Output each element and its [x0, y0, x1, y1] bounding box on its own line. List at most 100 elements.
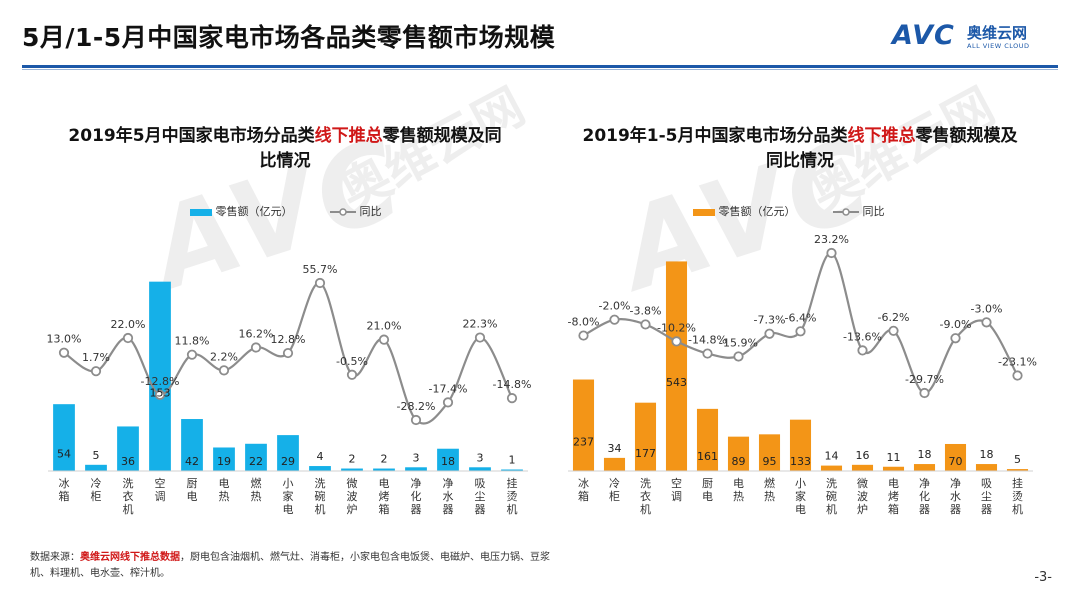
bar-冷柜 [85, 464, 107, 471]
bar-value-冰箱: 237 [573, 435, 594, 448]
legend-bar-label: 零售额（亿元） [718, 205, 796, 218]
chart-title-suffix: 零售额规模及同比情况 [766, 126, 1018, 171]
bar-厨电 [696, 408, 719, 471]
yoy-label-小家电: -6.4% [785, 311, 817, 324]
yoy-point-电热 [733, 351, 744, 362]
category-label: 洗碗机 [826, 477, 837, 516]
yoy-label-净化器: -28.2% [397, 400, 436, 413]
bar-value-燃热: 95 [763, 455, 777, 468]
bar-净化器 [405, 467, 427, 471]
bar-微波炉 [851, 464, 874, 471]
yoy-point-洗衣机 [640, 319, 651, 330]
data-source-name: 奥维云网线下推总数据 [80, 552, 180, 563]
data-source-note: 数据来源：奥维云网线下推总数据，厨电包含油烟机、燃气灶、消毒柜，小家电包含电饭煲… [30, 550, 550, 582]
bar-小家电 [789, 419, 812, 471]
bar-燃热 [758, 434, 781, 471]
yoy-label-洗衣机: -3.8% [630, 304, 662, 317]
yoy-label-空调: -12.8% [141, 375, 180, 388]
bar-电烤箱 [373, 468, 395, 471]
title-divider-thin [22, 69, 1058, 70]
bar-洗衣机 [634, 402, 657, 471]
yoy-point-电烤箱 [888, 325, 899, 336]
yoy-label-挂烫机: -14.8% [493, 378, 532, 391]
bar-value-吸尘器: 18 [980, 448, 994, 461]
yoy-point-吸尘器 [981, 317, 992, 328]
chart-title-suffix: 零售额规模及同比情况 [259, 126, 502, 171]
yoy-point-燃热 [250, 342, 262, 353]
category-label: 厨电 [702, 477, 713, 503]
yoy-label-电烤箱: 21.0% [367, 320, 402, 333]
yoy-point-吸尘器 [474, 332, 486, 343]
bar-value-净水器: 70 [949, 455, 963, 468]
yoy-label-厨电: -14.8% [688, 334, 727, 347]
brand-logo: AVC 奥维云网 ALL VIEW CLOUD [892, 20, 1062, 60]
yoy-label-电热: 2.2% [210, 350, 238, 363]
yoy-label-小家电: 12.8% [271, 333, 306, 346]
category-label: 吸尘器 [981, 477, 992, 516]
yoy-label-电热: -15.9% [719, 336, 758, 349]
chart-title-highlight: 线下推总 [847, 126, 916, 146]
yoy-point-净水器 [950, 333, 961, 344]
bar-value-小家电: 133 [790, 455, 811, 468]
yoy-label-净化器: -29.7% [905, 373, 944, 386]
yoy-point-厨电 [186, 349, 198, 360]
bar-value-冰箱: 54 [57, 448, 71, 461]
bar-冰箱 [572, 379, 595, 471]
yoy-point-挂烫机 [506, 393, 518, 404]
yoy-label-冰箱: 13.0% [47, 333, 82, 346]
title-divider [22, 65, 1058, 68]
yoy-point-空调 [671, 336, 682, 347]
yoy-point-厨电 [702, 348, 713, 359]
bar-value-冷柜: 34 [608, 442, 622, 455]
yoy-point-冰箱 [578, 330, 589, 341]
chart-title-prefix: 2019年5月中国家电市场分品类 [68, 126, 315, 146]
retail-chart-jan-may: -8.0%-2.0% -3.8%-10.2%-14.8%-15.9%-7.3% -6… [568, 233, 1037, 516]
legend-line-label: 同比 [359, 205, 382, 218]
bar-value-电烤箱: 2 [381, 453, 388, 466]
category-label: 空调 [155, 476, 166, 503]
logo-chinese-name: 奥维云网 [967, 24, 1028, 42]
yoy-point-洗碗机 [826, 247, 837, 259]
category-label: 电烤箱 [379, 477, 390, 516]
bar-value-空调: 543 [666, 376, 687, 389]
yoy-point-小家电 [795, 326, 806, 337]
bar-value-小家电: 29 [281, 455, 295, 468]
yoy-point-洗碗机 [314, 277, 326, 289]
yoy-point-洗衣机 [122, 332, 134, 344]
yoy-label-电烤箱: -6.2% [878, 311, 910, 324]
bar-value-厨电: 42 [185, 455, 199, 468]
category-label: 燃热 [764, 476, 775, 503]
category-label: 洗碗机 [315, 477, 326, 516]
category-label: 冷柜 [91, 477, 102, 503]
yoy-point-微波炉 [346, 369, 358, 380]
bar-洗碗机 [820, 465, 843, 471]
chart-title-jan-may: 2019年1-5月中国家电市场分品类线下推总零售额规模及同比情况 [575, 124, 1025, 174]
logo-english-name: ALL VIEW CLOUD [967, 42, 1030, 50]
yoy-label-冰箱: -8.0% [568, 316, 600, 329]
bar-吸尘器 [469, 467, 491, 471]
bar-厨电 [181, 419, 203, 471]
legend-line-swatch [330, 208, 356, 216]
chart-legend-jan-may: 零售额（亿元） 同比 [693, 203, 943, 219]
bar-value-净化器: 18 [918, 448, 932, 461]
chart-legend-may: 零售额（亿元） 同比 [190, 203, 440, 219]
bar-净水器 [437, 448, 459, 471]
bar-挂烫机 [1006, 469, 1029, 471]
yoy-point-电烤箱 [378, 334, 390, 345]
yoy-label-空调: -10.2% [657, 321, 696, 334]
yoy-label-洗碗机: 23.2% [814, 233, 849, 246]
bar-微波炉 [341, 468, 363, 471]
bar-挂烫机 [501, 469, 523, 471]
legend-bar-label: 零售额（亿元） [215, 205, 293, 218]
category-label: 净水器 [950, 476, 961, 516]
retail-chart-may: 13.0%1.7% 22.0% -12.8% 11.8%2.2%16.2%12.8% 5… [47, 263, 532, 516]
yoy-label-微波炉: -0.5% [336, 355, 368, 368]
yoy-point-冷柜 [609, 314, 620, 325]
yoy-point-净水器 [442, 397, 454, 408]
bar-value-冷柜: 5 [93, 449, 100, 462]
bar-冷柜 [603, 457, 626, 471]
bar-value-厨电: 161 [697, 450, 718, 463]
bar-洗碗机 [309, 466, 331, 471]
legend-line-label: 同比 [862, 205, 885, 218]
category-label: 小家电 [795, 477, 806, 516]
